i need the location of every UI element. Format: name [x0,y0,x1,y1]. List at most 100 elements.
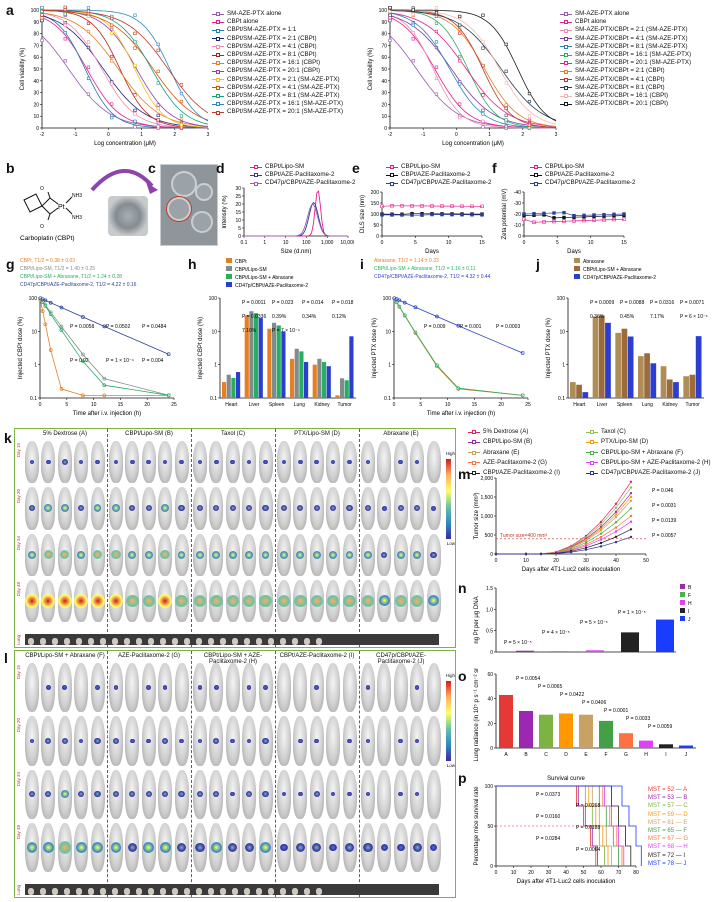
mst-value: MST = 68 [648,844,675,851]
bioluminescence-signal [46,459,51,465]
lung-image [220,888,226,895]
legend-swatch [586,439,598,445]
x-tick-label: 15 [621,240,627,246]
panel-m-legend: 5% Dextrose (A) Taxol (C) CBPt/Lipo-SM (B)… [468,428,718,479]
m-legend-item: AZE-Paclitaxome-2 (G) [468,459,586,467]
lung-image [100,638,106,645]
data-point [504,69,508,73]
bar [598,315,605,398]
bioluminescence-signal [78,459,84,465]
mouse-image [393,487,408,530]
lung-image [88,638,94,645]
legend-label: CBPt alone [575,18,607,26]
group-separator [275,651,276,897]
mouse-image [326,769,341,819]
lung-image [76,888,82,895]
mouse-image [109,716,123,766]
mouse-image [193,533,207,576]
bioluminescence-signal [110,841,122,853]
mouse-image [426,822,441,872]
x-tick-label: 1 [488,132,491,138]
bioluminescence-signal [94,791,101,798]
x-axis-label: Days after 4T1-Luc2 cells inoculation [517,879,615,885]
mouse-image [57,533,72,576]
mouse-image [174,663,189,713]
legend-swatch [574,266,580,271]
y-tick-label: 1 [562,363,565,369]
y-tick-label: 100 [557,296,566,302]
bioluminescence-signal [363,842,373,852]
a-right-legend-item: SM-AZE-PTX/CBPt = 16:1 (SM-AZE-PTX) [560,51,691,59]
bioluminescence-signal [414,738,420,744]
data-point [133,93,137,97]
mouse-image [74,579,89,622]
lung-image [244,888,250,895]
y-tick-label: 20 [381,102,387,108]
group-header: Taxol (C) [220,431,245,437]
bioluminescence-signal [195,842,205,852]
radiance-colorbar [446,681,451,761]
bioluminescence-signal [361,594,375,608]
mouse-image [293,663,308,713]
legend-swatch [560,19,572,25]
panel-l-ivis-grid: CBPt/Lipo-SM + Abraxane (F) AZE-Paclitaxo… [14,650,456,898]
legend-label: CBPt/SM-AZE-PTX = 16:1 (SM-AZE-PTX) [227,100,344,108]
group-header: AZE-Paclitaxome-2 (G) [117,653,180,659]
legend-label: CBPt/AZE-Paclitaxome-2 (I) [483,469,561,477]
bioluminescence-signal [280,843,288,852]
p-value: P = 0.0502 [106,324,130,330]
y-tick-label: 100 [485,784,494,790]
p-value: 7.10% [242,328,257,334]
legend-label: CBPt/SM-AZE-PTX = 4:1 (CBPt) [227,42,317,50]
legend-label: Abraxane [583,259,605,265]
data-point [156,106,160,110]
bioluminescence-signal [213,505,220,512]
cryo-tem-image [160,164,218,246]
mouse-image [277,663,291,713]
y-axis-label: Injected CBPt dose (%) [18,317,24,379]
lung-image [208,888,214,895]
y-tick-label: 1,000 [480,514,493,520]
legend-label: SM-AZE-PTX/CBPt = 2:1 (CBPt) [575,67,665,75]
panel-g-chart: 0.1 1 10 100 0 5 10 15 20 25 Injected CBPt dose (%… [18,258,177,417]
bioluminescence-signal [229,505,236,512]
y-tick-label: 0.5 [486,629,493,635]
row-label: Day 20 [16,718,21,733]
bioluminescence-signal [244,842,254,852]
group-header: 5% Dextrose (A) [42,431,87,437]
bioluminescence-signal [298,791,303,797]
row-label: Day 20 [16,489,21,504]
panel-f-chart: 0 -10 -20 -30 -40 0 5 10 15 Zeta potential (mV) Da… [502,188,627,254]
legend-swatch [226,274,232,279]
lung-image [268,638,274,645]
y-tick-label: 10 [33,114,39,120]
bioluminescence-signal [397,505,404,512]
bioluminescence-signal [347,738,352,744]
panel-label-j: j [536,256,540,272]
y-tick-label: 0.1 [558,396,565,402]
mouse-image [309,769,324,819]
bar [656,619,674,652]
data-point [86,21,91,25]
y-tick-label: 40 [33,79,39,85]
bioluminescence-signal [310,594,323,608]
data-point [156,42,160,47]
lung-image [124,638,130,645]
mouse-image [426,716,441,766]
bar [335,395,340,398]
carboplatin-structure: O O Pt NH3 NH3 Carboplatin (CBPt) [20,186,82,242]
bioluminescence-signal [193,594,207,608]
legend-label: CBPt/Lipo-SM [401,163,441,170]
legend-label: SM-AZE-PTX/CBPt = 4:1 (CBPt) [575,75,665,83]
data-point [629,535,633,539]
data-point [411,37,415,41]
p-value: P = 1 × 10⁻⁴ [106,358,134,364]
y-tick-label: 50 [33,67,39,73]
bioluminescence-signal [398,738,404,744]
p-value: P = 0.046 [652,488,674,494]
legend-swatch [560,28,572,34]
panel-label-a: a [6,2,14,18]
legend-swatch [250,181,262,187]
data-point [86,92,91,96]
mouse-image [326,579,341,622]
